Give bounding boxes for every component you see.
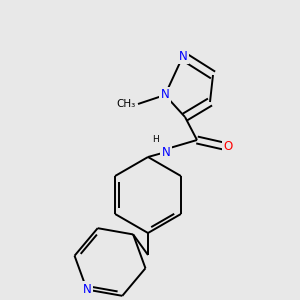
Text: CH₃: CH₃ <box>117 99 136 109</box>
Text: N: N <box>160 88 169 101</box>
Text: N: N <box>162 146 170 158</box>
Text: O: O <box>224 140 232 154</box>
Text: N: N <box>178 50 188 62</box>
Text: N: N <box>82 283 91 296</box>
Text: H: H <box>152 135 159 144</box>
